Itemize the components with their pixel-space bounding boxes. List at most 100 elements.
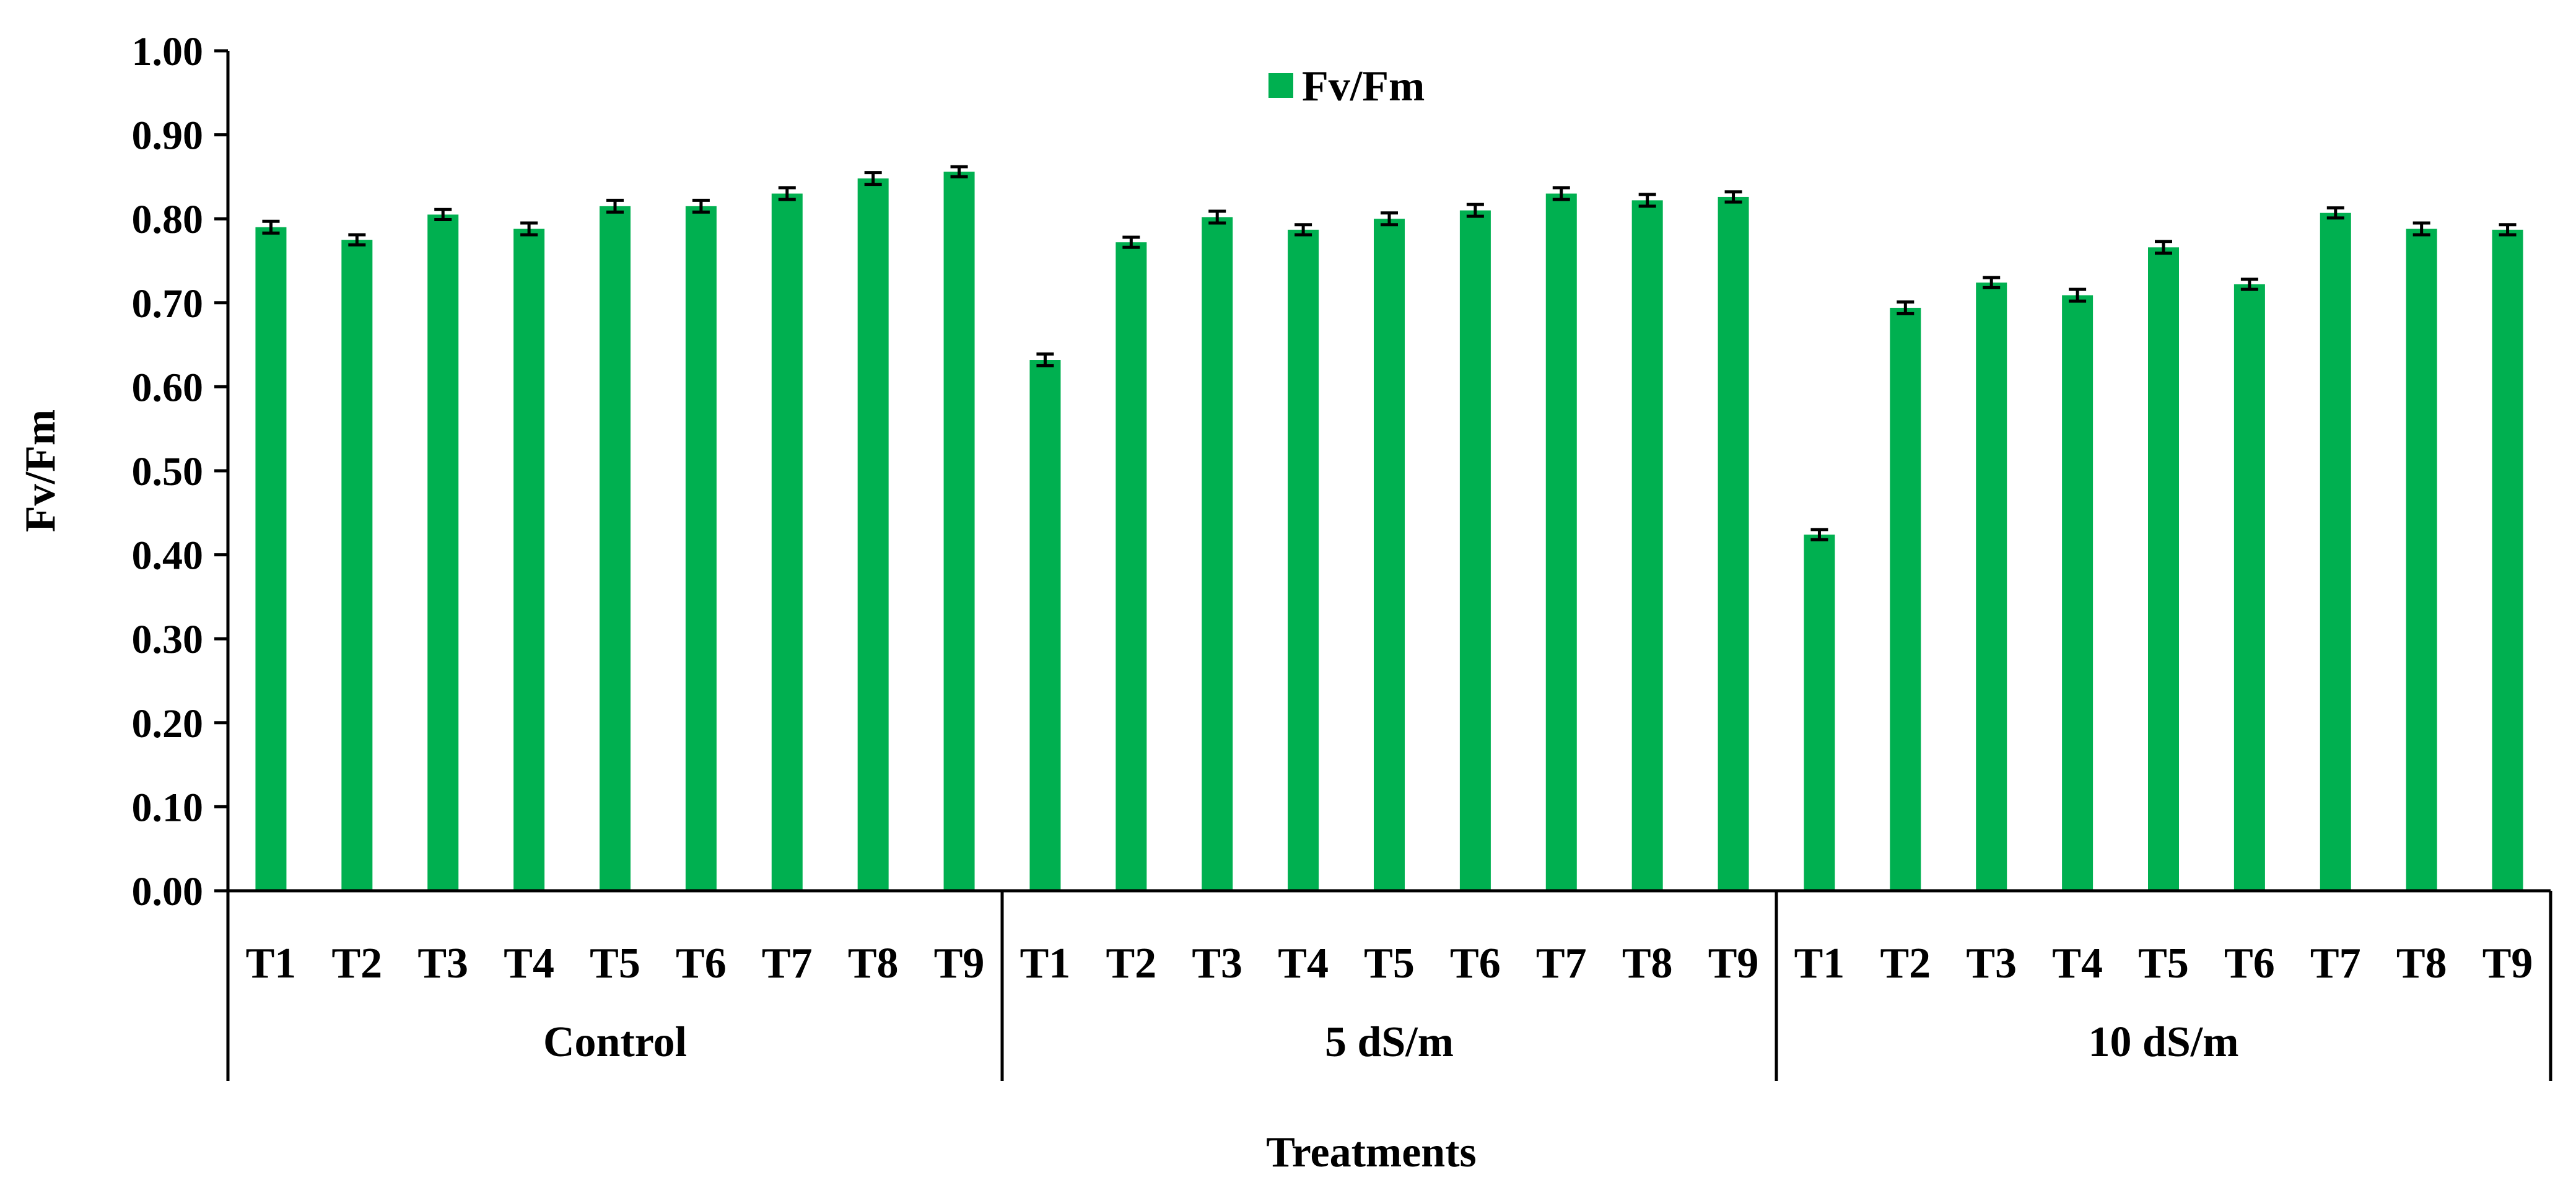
x-tick-label: T8	[2396, 940, 2447, 987]
x-tick-label: T9	[1708, 940, 1759, 987]
error-bar	[1810, 528, 1828, 541]
x-tick-label: T8	[1622, 940, 1673, 987]
bar-5-ds-m-t7	[1545, 193, 1577, 891]
bar-10-ds-m-t9	[2492, 229, 2523, 891]
x-tick-label: T6	[676, 940, 727, 987]
x-tick-label: T5	[590, 940, 640, 987]
legend-label: Fv/Fm	[1302, 63, 1425, 110]
y-tick-label: 0.40	[132, 533, 204, 579]
error-bars-layer	[262, 165, 2517, 541]
x-tick-label: T1	[1020, 940, 1071, 987]
error-bar	[2240, 278, 2258, 291]
error-bar	[434, 208, 452, 222]
error-bar	[1208, 209, 1226, 225]
bar-10-ds-m-t1	[1804, 535, 1835, 891]
x-tick-label: T6	[1450, 940, 1501, 987]
x-tick-label: T7	[1536, 940, 1587, 987]
bar-10-ds-m-t4	[2062, 295, 2094, 891]
bar-5-ds-m-t8	[1631, 200, 1663, 891]
x-tick-label: T9	[2482, 940, 2533, 987]
x-tick-label: T1	[1794, 940, 1845, 987]
y-tick-label: 0.10	[132, 785, 204, 830]
x-tick-label: T3	[1192, 940, 1242, 987]
bar-control-t1	[255, 227, 287, 891]
legend: Fv/Fm	[1268, 63, 1425, 110]
x-tick-label: T4	[2052, 940, 2103, 987]
bar-5-ds-m-t2	[1116, 242, 1147, 891]
bar-10-ds-m-t2	[1890, 307, 1921, 891]
bar-control-t3	[427, 214, 459, 891]
y-tick-label: 0.20	[132, 701, 204, 746]
bars-layer	[255, 172, 2523, 891]
bar-10-ds-m-t7	[2320, 212, 2351, 891]
error-bar	[778, 186, 796, 201]
axes-layer	[214, 49, 2552, 1081]
error-bar	[1897, 300, 1915, 315]
error-bar	[2326, 206, 2344, 220]
x-tick-label: T3	[417, 940, 468, 987]
bar-10-ds-m-t5	[2148, 247, 2179, 891]
y-tick-label: 0.30	[132, 617, 204, 662]
y-tick-label: 1.00	[132, 29, 204, 74]
x-tick-label: T2	[331, 940, 382, 987]
x-tick-label: T2	[1880, 940, 1931, 987]
error-bar	[1381, 211, 1398, 227]
bar-10-ds-m-t8	[2406, 229, 2437, 891]
x-tick-label: T1	[246, 940, 297, 987]
bar-5-ds-m-t6	[1459, 210, 1491, 891]
error-bar	[520, 221, 538, 237]
error-bar	[1724, 190, 1742, 204]
x-tick-label: T2	[1106, 940, 1156, 987]
bar-control-t2	[341, 240, 373, 891]
labels-layer: T1 T2 T3 T4 T5 T6 T7 T8 T9 T1 T2 T3 T4 T5 T6 T7 T8 T9 T1 T2…	[132, 29, 2533, 1066]
bar-5-ds-m-t3	[1202, 217, 1233, 891]
bar-control-t8	[857, 178, 889, 891]
error-bar	[1036, 352, 1054, 367]
bar-5-ds-m-t5	[1374, 219, 1405, 891]
y-tick-label: 0.00	[132, 869, 204, 914]
bar-5-ds-m-t9	[1718, 196, 1749, 891]
error-bar	[950, 165, 968, 178]
bar-5-ds-m-t1	[1029, 360, 1061, 891]
bar-control-t5	[600, 206, 631, 891]
y-tick-label: 0.60	[132, 365, 204, 410]
bar-control-t9	[943, 172, 975, 891]
error-bar	[2155, 240, 2172, 255]
bar-control-t7	[771, 193, 803, 891]
error-bar	[348, 233, 366, 247]
bar-10-ds-m-t6	[2233, 284, 2265, 891]
error-bar	[606, 198, 624, 214]
x-tick-label: T3	[1966, 940, 2017, 987]
bar-5-ds-m-t4	[1288, 229, 1319, 891]
error-bar	[1638, 193, 1656, 208]
legend-swatch	[1268, 73, 1293, 98]
group-label-10-ds-m: 10 dS/m	[2088, 1018, 2238, 1066]
y-tick-label: 0.70	[132, 281, 204, 326]
x-tick-label: T8	[848, 940, 899, 987]
x-tick-label: T5	[2138, 940, 2189, 987]
bar-control-t4	[513, 229, 545, 891]
y-axis-title: Fv/Fm	[17, 409, 64, 532]
error-bar	[2499, 223, 2517, 237]
error-bar	[2069, 287, 2087, 303]
error-bar	[1295, 223, 1312, 237]
error-bar	[2412, 221, 2430, 237]
group-label-5-ds-m: 5 dS/m	[1325, 1018, 1454, 1066]
error-bar	[262, 219, 280, 235]
group-label-control: Control	[543, 1018, 687, 1066]
x-tick-label: T6	[2224, 940, 2275, 987]
x-tick-label: T7	[762, 940, 813, 987]
x-tick-label: T7	[2310, 940, 2361, 987]
x-tick-label: T5	[1364, 940, 1415, 987]
x-tick-label: T9	[934, 940, 985, 987]
error-bar	[692, 198, 710, 214]
bar-control-t6	[685, 206, 717, 891]
bar-10-ds-m-t3	[1976, 282, 2007, 891]
x-axis-title: Treatments	[1266, 1129, 1477, 1176]
x-tick-label: T4	[1278, 940, 1329, 987]
error-bar	[1552, 186, 1570, 201]
error-bar	[1983, 276, 2001, 289]
error-bar	[864, 171, 882, 186]
